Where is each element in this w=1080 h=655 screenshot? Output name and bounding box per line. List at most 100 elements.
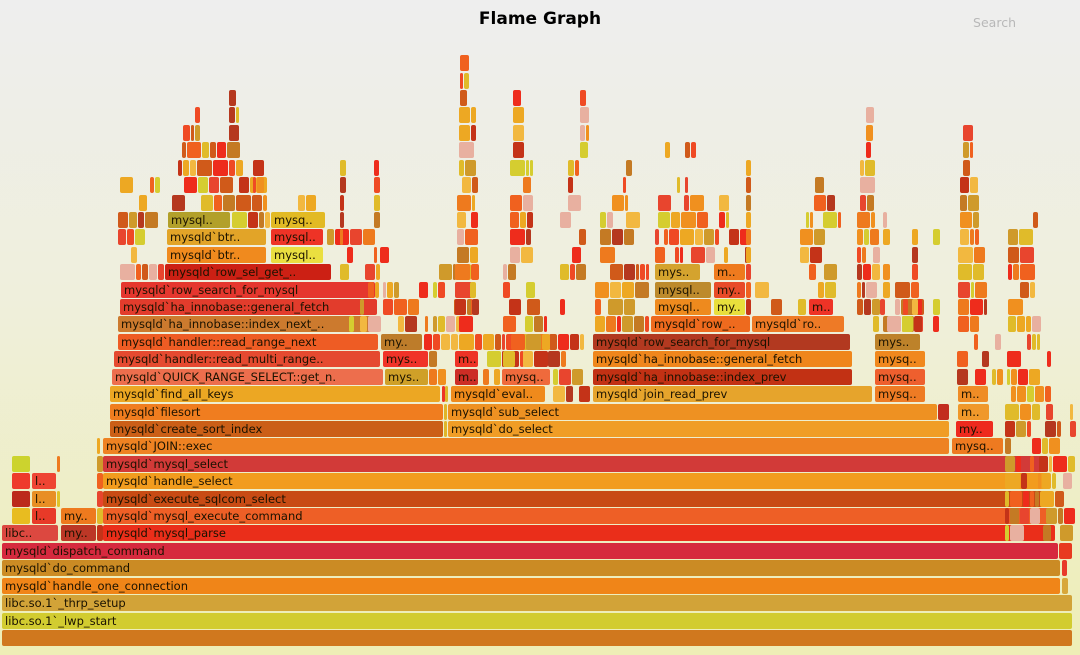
frame[interactable]	[380, 246, 389, 263]
frame[interactable]	[561, 351, 566, 368]
frame[interactable]	[158, 264, 164, 281]
frame[interactable]	[526, 281, 535, 298]
frame[interactable]	[471, 264, 479, 281]
frame[interactable]	[340, 159, 346, 176]
frame[interactable]	[912, 246, 918, 263]
frame[interactable]	[445, 386, 448, 403]
frame[interactable]	[1042, 473, 1051, 490]
frame[interactable]: mysqld`JOIN::exec	[103, 438, 949, 455]
frame[interactable]	[995, 333, 1001, 350]
frame[interactable]	[810, 246, 822, 263]
frame[interactable]	[1013, 264, 1019, 281]
frame[interactable]	[1017, 386, 1026, 403]
frame[interactable]	[525, 316, 533, 333]
frame[interactable]	[197, 159, 212, 176]
frame[interactable]	[129, 211, 137, 228]
frame[interactable]	[118, 229, 126, 246]
frame[interactable]	[503, 264, 507, 281]
frame[interactable]: libc..	[2, 525, 58, 542]
frame[interactable]	[455, 299, 466, 316]
frame[interactable]	[1008, 246, 1019, 263]
frame[interactable]	[187, 142, 201, 159]
frame[interactable]	[1058, 508, 1063, 525]
frame[interactable]	[1027, 333, 1031, 350]
frame[interactable]	[568, 177, 573, 194]
frame[interactable]	[970, 229, 974, 246]
frame[interactable]: mysqld`ha_innobase::index_prev	[593, 368, 852, 385]
frame[interactable]	[1032, 438, 1041, 455]
frame[interactable]: mysqld`do_command	[2, 560, 1060, 577]
frame[interactable]	[97, 438, 100, 455]
frame[interactable]: mysqld`execute_sqlcom_select	[103, 490, 1051, 507]
frame[interactable]: m..	[455, 351, 478, 368]
frame[interactable]	[570, 264, 575, 281]
frame[interactable]	[883, 316, 890, 333]
frame[interactable]	[12, 490, 30, 507]
frame[interactable]	[570, 333, 579, 350]
frame[interactable]: mysq..	[271, 211, 325, 228]
frame[interactable]	[873, 316, 879, 333]
frame[interactable]	[580, 107, 589, 124]
frame[interactable]	[365, 264, 375, 281]
frame[interactable]	[862, 281, 865, 298]
frame[interactable]	[1010, 508, 1019, 525]
frame[interactable]	[680, 246, 683, 263]
frame[interactable]	[394, 299, 407, 316]
frame[interactable]	[626, 211, 640, 228]
frame[interactable]	[655, 246, 665, 263]
frame[interactable]	[465, 229, 478, 246]
frame[interactable]	[771, 299, 782, 316]
frame[interactable]	[459, 159, 464, 176]
frame[interactable]	[1027, 386, 1034, 403]
frame[interactable]: m..	[809, 299, 833, 316]
frame[interactable]	[1008, 299, 1023, 316]
frame[interactable]	[57, 490, 60, 507]
frame[interactable]: mysqld`handler::read_range_next	[118, 333, 378, 350]
frame[interactable]	[462, 177, 471, 194]
frame[interactable]	[263, 194, 267, 211]
frame[interactable]	[958, 281, 970, 298]
frame[interactable]	[685, 177, 688, 194]
frame[interactable]	[553, 386, 565, 403]
frame[interactable]	[865, 159, 875, 176]
frame[interactable]	[534, 316, 543, 333]
frame[interactable]	[155, 177, 160, 194]
frame[interactable]	[595, 299, 601, 316]
frame[interactable]: mysqld`mysql_select	[103, 455, 1047, 472]
frame[interactable]	[690, 194, 704, 211]
frame[interactable]	[1005, 508, 1009, 525]
frame[interactable]	[172, 194, 185, 211]
frame[interactable]	[1017, 316, 1025, 333]
frame[interactable]	[1010, 525, 1024, 542]
frame[interactable]	[968, 194, 979, 211]
frame[interactable]	[600, 229, 611, 246]
frame[interactable]	[139, 194, 147, 211]
frame[interactable]: my..	[956, 420, 993, 437]
frame[interactable]	[457, 229, 464, 246]
frame[interactable]: mysqld`sub_select	[448, 403, 937, 420]
frame[interactable]	[1037, 333, 1040, 350]
frame[interactable]	[864, 299, 871, 316]
frame[interactable]	[825, 281, 836, 298]
frame[interactable]	[513, 89, 521, 106]
frame[interactable]	[214, 194, 222, 211]
frame[interactable]	[612, 194, 624, 211]
frame[interactable]	[503, 316, 516, 333]
frame[interactable]	[684, 194, 689, 211]
frame[interactable]	[1032, 333, 1036, 350]
frame[interactable]	[958, 316, 969, 333]
frame[interactable]	[1035, 386, 1044, 403]
search-button[interactable]: Search	[973, 15, 1016, 30]
frame[interactable]	[340, 211, 344, 228]
frame[interactable]	[1011, 368, 1017, 385]
frame[interactable]: my..	[714, 299, 745, 316]
frame[interactable]	[510, 211, 519, 228]
frame[interactable]	[405, 316, 417, 333]
frame[interactable]	[527, 299, 540, 316]
frame[interactable]	[975, 281, 987, 298]
frame[interactable]	[229, 107, 235, 124]
frame[interactable]	[746, 159, 751, 176]
frame[interactable]	[513, 107, 524, 124]
frame[interactable]	[438, 316, 445, 333]
frame[interactable]	[252, 194, 262, 211]
